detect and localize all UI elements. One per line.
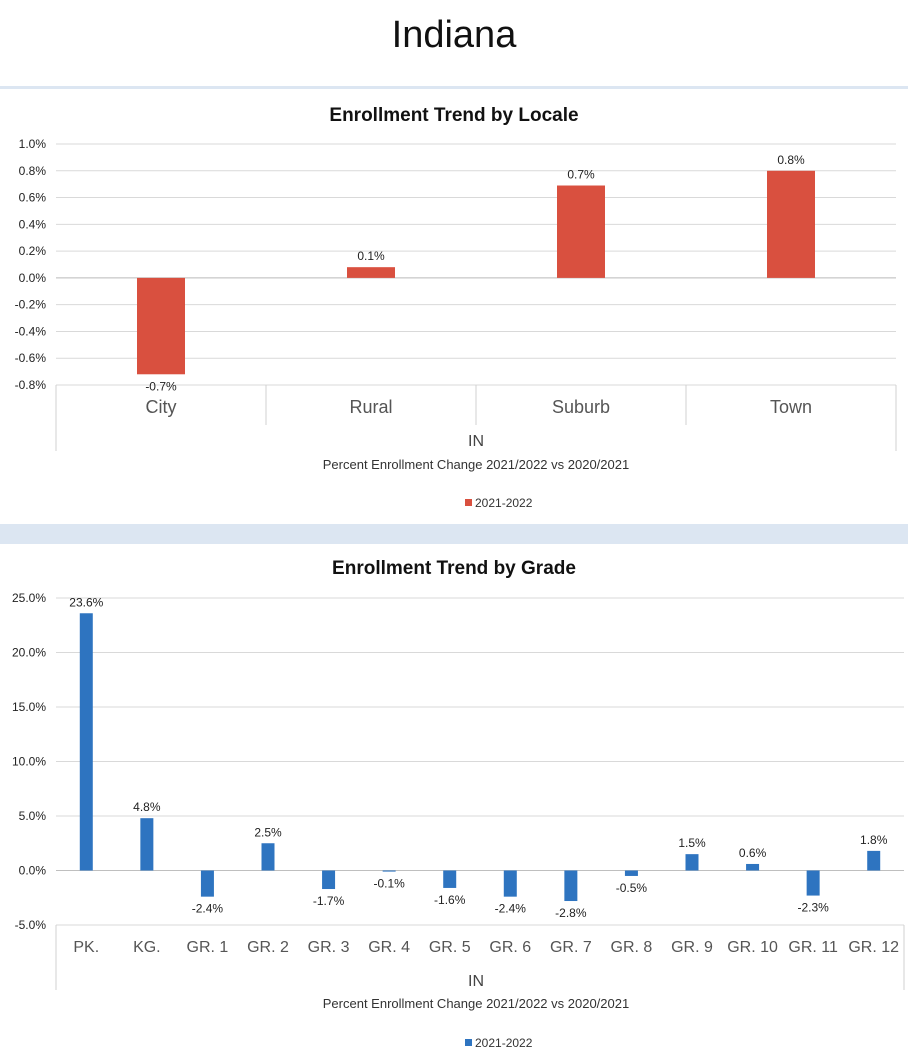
x-tick-label: GR. 1 bbox=[187, 939, 229, 956]
x-tick-label: GR. 2 bbox=[247, 939, 289, 956]
bar bbox=[503, 870, 517, 897]
x-tick-label: GR. 6 bbox=[489, 939, 531, 956]
data-label: -2.8% bbox=[555, 906, 587, 920]
locale-chart: Enrollment Trend by Locale 1.0% 0.8% 0.6% 0.… bbox=[15, 105, 897, 510]
x-tick-label: GR. 8 bbox=[611, 939, 653, 956]
x-tick-label: GR. 12 bbox=[848, 939, 899, 956]
y-tick-label: 5.0% bbox=[19, 809, 47, 823]
data-label: 0.8% bbox=[777, 153, 805, 167]
grade-chart: Enrollment Trend by Grade 25.0% 20.0% 15.0%… bbox=[12, 558, 905, 1050]
y-tick-label: 10.0% bbox=[12, 755, 46, 769]
bar bbox=[624, 870, 638, 876]
data-label: -2.4% bbox=[495, 902, 527, 916]
y-tick-label: 0.4% bbox=[19, 217, 47, 231]
data-label: 0.6% bbox=[739, 846, 767, 860]
x-tick-label: PK. bbox=[73, 939, 99, 956]
data-label: -1.6% bbox=[434, 893, 466, 907]
data-label: 0.7% bbox=[567, 168, 595, 182]
x-axis-label: IN bbox=[468, 973, 484, 990]
bar bbox=[564, 870, 578, 902]
page-title: Indiana bbox=[391, 14, 517, 56]
y-tick-label: 1.0% bbox=[19, 137, 47, 151]
x-tick-label: GR. 7 bbox=[550, 939, 592, 956]
bar bbox=[443, 870, 457, 888]
legend-swatch bbox=[465, 1039, 472, 1046]
legend-label: 2021-2022 bbox=[475, 1036, 533, 1050]
chart-subtitle: Percent Enrollment Change 2021/2022 vs 2… bbox=[323, 457, 629, 472]
data-label: 2.5% bbox=[254, 825, 282, 839]
x-tick-label: Rural bbox=[349, 397, 392, 417]
data-label: 23.6% bbox=[69, 595, 103, 609]
y-tick-label: 15.0% bbox=[12, 700, 46, 714]
data-label: -0.5% bbox=[616, 881, 648, 895]
y-tick-label: 0.0% bbox=[19, 271, 47, 285]
bar bbox=[767, 170, 815, 278]
data-label: -0.1% bbox=[373, 877, 405, 891]
chart-subtitle: Percent Enrollment Change 2021/2022 vs 2… bbox=[323, 996, 629, 1011]
y-tick-label: 0.6% bbox=[19, 191, 47, 205]
x-axis-label: IN bbox=[468, 433, 484, 450]
data-label: -2.3% bbox=[797, 901, 829, 915]
data-label: 1.5% bbox=[678, 836, 706, 850]
x-tick-label: Suburb bbox=[552, 397, 610, 417]
data-label: -1.7% bbox=[313, 894, 345, 908]
data-label: 1.8% bbox=[860, 833, 888, 847]
x-tick-label: GR. 9 bbox=[671, 939, 713, 956]
bar bbox=[140, 818, 154, 871]
y-tick-label: -5.0% bbox=[15, 918, 47, 932]
bar bbox=[685, 854, 699, 871]
y-tick-label: -0.4% bbox=[15, 324, 47, 338]
bar bbox=[347, 267, 395, 278]
y-tick-label: -0.8% bbox=[15, 378, 47, 392]
bar bbox=[382, 870, 396, 872]
section-divider bbox=[0, 524, 908, 544]
legend-label: 2021-2022 bbox=[475, 496, 533, 510]
y-tick-label: 0.0% bbox=[19, 864, 47, 878]
bar bbox=[557, 185, 605, 278]
chart-title: Enrollment Trend by Locale bbox=[329, 105, 578, 126]
data-label: -0.7% bbox=[145, 379, 177, 393]
bar bbox=[261, 843, 275, 871]
bar bbox=[746, 863, 760, 871]
bar bbox=[322, 870, 336, 890]
x-tick-label: Town bbox=[770, 397, 812, 417]
x-tick-label: GR. 5 bbox=[429, 939, 471, 956]
y-tick-label: 0.8% bbox=[19, 164, 47, 178]
y-tick-label: 25.0% bbox=[12, 591, 46, 605]
x-tick-label: GR. 3 bbox=[308, 939, 350, 956]
section-divider bbox=[0, 86, 908, 89]
bar bbox=[79, 613, 93, 871]
x-tick-label: KG. bbox=[133, 939, 161, 956]
x-tick-label: GR. 10 bbox=[727, 939, 778, 956]
y-tick-label: 20.0% bbox=[12, 646, 46, 660]
bar bbox=[806, 870, 820, 896]
chart-title: Enrollment Trend by Grade bbox=[332, 558, 576, 579]
x-tick-label: City bbox=[146, 397, 177, 417]
y-tick-label: -0.2% bbox=[15, 298, 47, 312]
y-tick-label: 0.2% bbox=[19, 244, 47, 258]
y-tick-label: -0.6% bbox=[15, 351, 47, 365]
legend-swatch bbox=[465, 499, 472, 506]
data-label: 0.1% bbox=[357, 249, 385, 263]
data-label: 4.8% bbox=[133, 800, 161, 814]
bar bbox=[867, 850, 881, 871]
data-label: -2.4% bbox=[192, 902, 224, 916]
x-tick-label: GR. 4 bbox=[368, 939, 410, 956]
x-tick-label: GR. 11 bbox=[788, 939, 838, 956]
bar bbox=[137, 277, 185, 375]
bar bbox=[200, 870, 214, 897]
